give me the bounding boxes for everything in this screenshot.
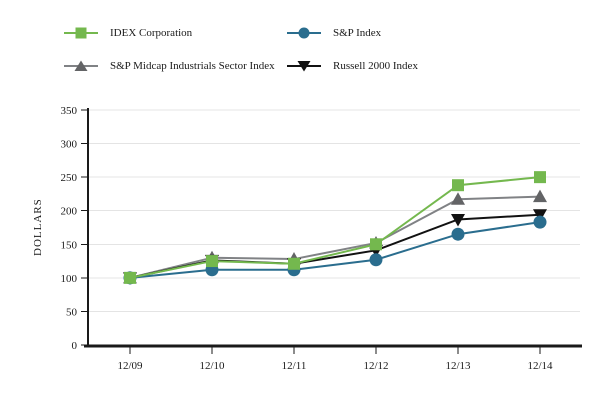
y-axis-label: DOLLARS: [32, 198, 44, 257]
svg-text:300: 300: [61, 139, 78, 151]
svg-text:12/12: 12/12: [363, 360, 388, 372]
svg-text:100: 100: [61, 273, 78, 285]
legend-item-russell-2000: Russell 2000 Index: [287, 59, 418, 73]
legend-item-idex: IDEX Corporation: [64, 26, 192, 40]
square-series-marker-icon: [64, 27, 98, 39]
svg-text:12/13: 12/13: [445, 360, 471, 372]
triangle-down-series-marker-icon: [287, 61, 321, 72]
svg-text:12/11: 12/11: [282, 360, 307, 372]
legend-label: S&P Index: [333, 27, 382, 39]
svg-text:0: 0: [72, 340, 78, 352]
svg-text:150: 150: [61, 239, 78, 251]
legend-label: S&P Midcap Industrials Sector Index: [110, 60, 275, 72]
svg-text:350: 350: [61, 105, 78, 117]
svg-text:250: 250: [61, 172, 78, 184]
svg-text:50: 50: [66, 306, 78, 318]
triangle-up-series-marker-icon: [64, 60, 98, 71]
legend-item-sp-index: S&P Index: [287, 26, 381, 40]
legend-label: IDEX Corporation: [110, 27, 193, 39]
svg-text:12/09: 12/09: [117, 360, 143, 372]
svg-text:12/10: 12/10: [199, 360, 225, 372]
svg-text:200: 200: [61, 206, 78, 218]
legend-item-sp-midcap-industrials: S&P Midcap Industrials Sector Index: [64, 59, 275, 73]
circle-series-marker-icon: [287, 27, 321, 39]
legend-label: Russell 2000 Index: [333, 60, 418, 72]
svg-text:12/14: 12/14: [527, 360, 553, 372]
